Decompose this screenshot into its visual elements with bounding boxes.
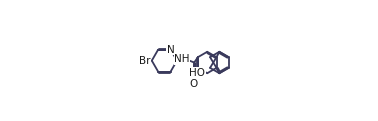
Text: N: N — [167, 45, 175, 55]
Text: O: O — [189, 79, 197, 89]
Text: Br: Br — [139, 56, 151, 66]
Text: NH: NH — [174, 54, 190, 64]
Text: HO: HO — [189, 68, 205, 78]
